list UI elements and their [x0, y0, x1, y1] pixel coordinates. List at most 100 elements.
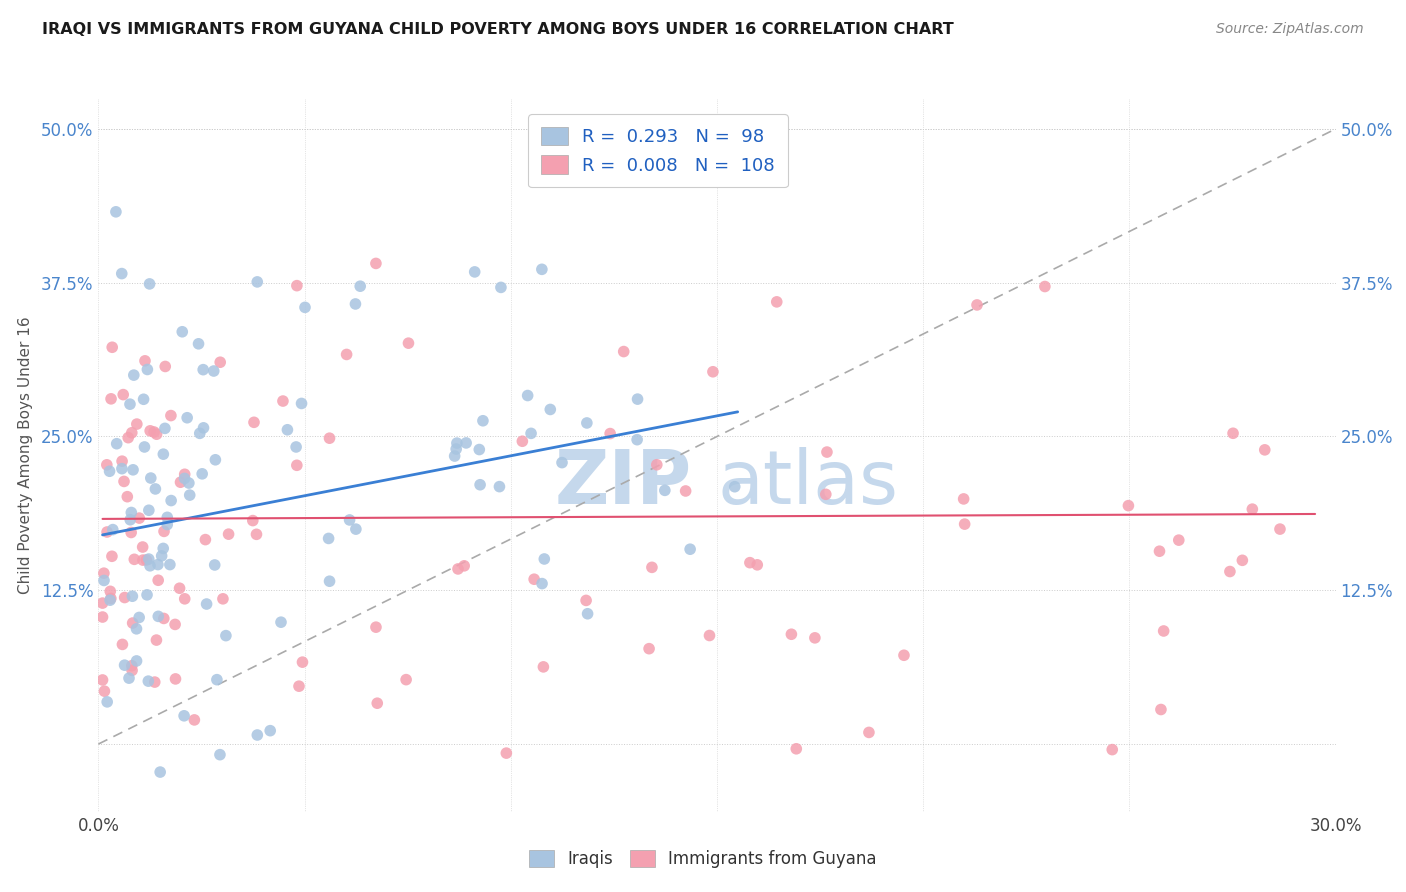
Point — [131, 540, 153, 554]
Point — [702, 365, 724, 379]
Point — [100, 392, 122, 406]
Point — [699, 628, 721, 642]
Point — [488, 480, 510, 494]
Point — [96, 524, 118, 539]
Point — [100, 591, 122, 606]
Point — [765, 294, 787, 309]
Point — [366, 696, 388, 710]
Point — [551, 456, 574, 470]
Point — [156, 517, 179, 532]
Point — [1254, 442, 1277, 457]
Point — [291, 655, 314, 669]
Point — [112, 475, 135, 489]
Point — [96, 695, 118, 709]
Point — [270, 615, 292, 630]
Point — [152, 447, 174, 461]
Point — [468, 442, 491, 457]
Point — [153, 611, 176, 625]
Point — [101, 523, 124, 537]
Point — [344, 522, 367, 536]
Point — [121, 425, 143, 440]
Point — [531, 660, 554, 674]
Point — [145, 633, 167, 648]
Point — [117, 431, 139, 445]
Text: IRAQI VS IMMIGRANTS FROM GUYANA CHILD POVERTY AMONG BOYS UNDER 16 CORRELATION CH: IRAQI VS IMMIGRANTS FROM GUYANA CHILD PO… — [42, 22, 953, 37]
Point — [645, 458, 668, 472]
Point — [121, 664, 143, 678]
Point — [453, 558, 475, 573]
Text: atlas: atlas — [717, 447, 898, 520]
Point — [134, 354, 156, 368]
Point — [101, 549, 124, 564]
Point — [143, 425, 166, 439]
Point — [243, 415, 266, 429]
Point — [858, 725, 880, 739]
Point — [575, 416, 598, 430]
Point — [155, 359, 177, 374]
Point — [1149, 544, 1171, 558]
Point — [1101, 742, 1123, 756]
Point — [398, 336, 420, 351]
Point — [271, 394, 294, 409]
Point — [294, 301, 316, 315]
Point — [679, 542, 702, 557]
Point — [146, 558, 169, 572]
Point — [339, 513, 361, 527]
Point — [815, 445, 838, 459]
Point — [290, 396, 312, 410]
Point — [179, 488, 201, 502]
Point — [111, 637, 134, 651]
Point — [893, 648, 915, 663]
Point — [153, 421, 176, 435]
Point — [148, 609, 170, 624]
Point — [212, 591, 235, 606]
Point — [96, 458, 118, 472]
Y-axis label: Child Poverty Among Boys Under 16: Child Poverty Among Boys Under 16 — [18, 316, 32, 594]
Point — [159, 558, 181, 572]
Point — [176, 410, 198, 425]
Point — [246, 275, 269, 289]
Point — [738, 556, 761, 570]
Point — [193, 421, 215, 435]
Point — [93, 684, 115, 698]
Point — [138, 552, 160, 566]
Point — [160, 409, 183, 423]
Point — [364, 620, 387, 634]
Point — [654, 483, 676, 498]
Point — [135, 553, 157, 567]
Point — [117, 490, 139, 504]
Point — [724, 480, 747, 494]
Point — [145, 482, 167, 496]
Point — [626, 392, 648, 406]
Point — [512, 434, 534, 449]
Point — [193, 362, 215, 376]
Point — [160, 493, 183, 508]
Point — [134, 440, 156, 454]
Point — [1167, 533, 1189, 548]
Point — [98, 593, 121, 607]
Point — [195, 597, 218, 611]
Point — [530, 262, 553, 277]
Point — [173, 471, 195, 485]
Point — [1118, 499, 1140, 513]
Point — [456, 436, 478, 450]
Point — [495, 746, 517, 760]
Point — [675, 483, 697, 498]
Point — [91, 673, 114, 687]
Point — [446, 436, 468, 450]
Point — [153, 524, 176, 539]
Point — [120, 525, 142, 540]
Point — [638, 641, 661, 656]
Point — [285, 440, 308, 454]
Point — [285, 278, 308, 293]
Legend: R =  0.293   N =  98, R =  0.008   N =  108: R = 0.293 N = 98, R = 0.008 N = 108 — [529, 114, 787, 187]
Point — [128, 511, 150, 525]
Point — [188, 426, 211, 441]
Point — [132, 392, 155, 407]
Point — [118, 671, 141, 685]
Point — [1219, 565, 1241, 579]
Point — [471, 414, 494, 428]
Point — [318, 532, 340, 546]
Point — [172, 325, 194, 339]
Point — [1222, 426, 1244, 441]
